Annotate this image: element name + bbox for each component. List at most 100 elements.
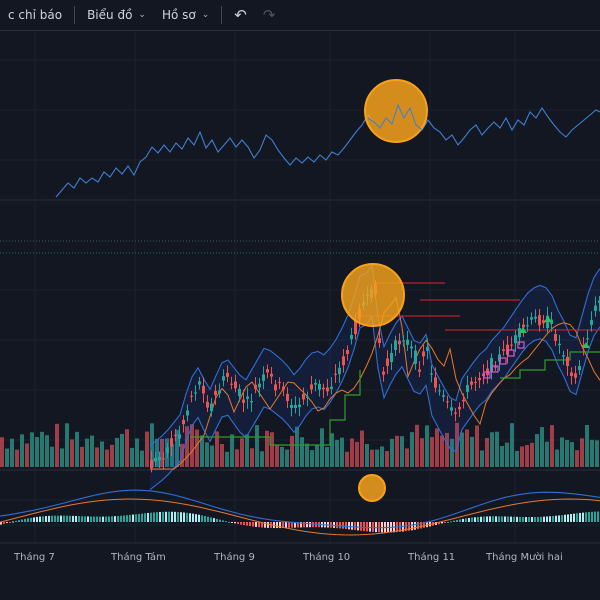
candle-body: [422, 351, 425, 357]
macd-bar: [54, 515, 56, 522]
volume-bar: [250, 448, 254, 467]
volume-bar: [35, 437, 39, 467]
macd-bar: [594, 511, 596, 522]
macd-bar: [282, 522, 284, 528]
candle-body: [510, 344, 513, 346]
volume-bar: [20, 434, 24, 467]
time-axis-label: Tháng Mười hai: [486, 552, 563, 563]
macd-bar: [498, 516, 500, 522]
macd-bar: [411, 522, 413, 531]
macd-bar: [459, 519, 461, 522]
volume-bar: [235, 449, 239, 467]
volume-bars: [0, 422, 599, 467]
macd-bar: [444, 522, 446, 523]
chart-canvas[interactable]: [0, 30, 600, 550]
candle-body: [278, 382, 281, 384]
volume-bar: [150, 423, 154, 467]
macd-bar: [42, 516, 44, 522]
macd-bar: [456, 520, 458, 522]
macd-bar: [60, 515, 62, 522]
volume-bar: [570, 442, 574, 467]
volume-bar: [370, 449, 374, 467]
redo-icon[interactable]: ↷: [262, 6, 276, 24]
macd-bar: [309, 522, 311, 528]
macd-bar: [543, 516, 545, 522]
chart-menu-label: Biểu đồ: [87, 8, 133, 22]
macd-bar: [123, 515, 125, 522]
candle-body: [238, 388, 241, 397]
volume-bar: [440, 435, 444, 467]
macd-bar: [111, 516, 113, 522]
macd-bar: [201, 515, 203, 522]
macd-bar: [426, 522, 428, 528]
macd-bar: [156, 512, 158, 522]
macd-bar: [516, 516, 518, 522]
volume-bar: [530, 442, 534, 467]
candle-body: [434, 377, 437, 388]
volume-bar: [590, 439, 594, 467]
candle-body: [230, 383, 233, 385]
indicators-button[interactable]: c chỉ báo: [0, 0, 70, 30]
candle-body: [538, 315, 541, 326]
candle-body: [578, 365, 581, 371]
macd-bar: [366, 522, 368, 532]
candle-body: [270, 373, 273, 377]
profile-menu-button[interactable]: Hồ sơ ⌄: [154, 0, 217, 30]
macd-bar: [276, 522, 278, 529]
volume-bar: [280, 446, 284, 467]
macd-bar: [57, 515, 59, 522]
macd-bar: [345, 522, 347, 530]
candle-body: [426, 347, 429, 351]
macd-bar: [48, 515, 50, 522]
macd-bar: [483, 516, 485, 522]
candle-body: [302, 393, 305, 400]
volume-bar: [290, 435, 294, 467]
candle-body: [246, 396, 249, 399]
candle-body: [394, 340, 397, 351]
volume-bar: [395, 435, 399, 467]
undo-icon[interactable]: ↶: [234, 6, 247, 24]
macd-bar: [507, 516, 509, 522]
candle-body: [234, 381, 237, 389]
macd-bar: [138, 513, 140, 522]
volume-bar: [110, 444, 114, 467]
macd-bar: [453, 520, 455, 522]
macd-bar: [186, 512, 188, 522]
macd-bar: [132, 514, 134, 522]
candle-body: [318, 383, 321, 390]
macd-bar: [528, 517, 530, 522]
candle-body: [390, 352, 393, 363]
macd-bar: [441, 522, 443, 524]
volume-bar: [485, 437, 489, 467]
macd-bar: [177, 511, 179, 522]
candle-body: [254, 384, 257, 389]
candle-body: [590, 320, 593, 325]
macd-bar: [24, 518, 26, 522]
macd-bar: [375, 522, 377, 533]
candle-body: [454, 412, 457, 414]
candle-body: [186, 410, 189, 416]
volume-bar: [55, 423, 59, 467]
macd-bar: [30, 517, 32, 522]
macd-bar: [243, 522, 245, 526]
candle-body: [250, 401, 253, 403]
macd-bar: [567, 514, 569, 522]
volume-bar: [345, 451, 349, 467]
chart-menu-button[interactable]: Biểu đồ ⌄: [79, 0, 154, 30]
macd-bar: [339, 522, 341, 529]
macd-bar: [591, 511, 593, 522]
volume-bar: [465, 429, 469, 467]
volume-bar: [30, 432, 34, 467]
candle-body: [494, 366, 497, 368]
macd-bar: [492, 516, 494, 522]
candle-body: [322, 387, 325, 390]
macd-bar: [582, 512, 584, 522]
bollinger-lower-band: [149, 315, 600, 491]
candle-body: [190, 395, 193, 397]
volume-bar: [565, 439, 569, 467]
macd-bar: [336, 522, 338, 529]
candle-body: [258, 383, 261, 388]
candle-body: [150, 459, 153, 469]
pattern-marker: [483, 371, 491, 379]
volume-bar: [525, 445, 529, 467]
